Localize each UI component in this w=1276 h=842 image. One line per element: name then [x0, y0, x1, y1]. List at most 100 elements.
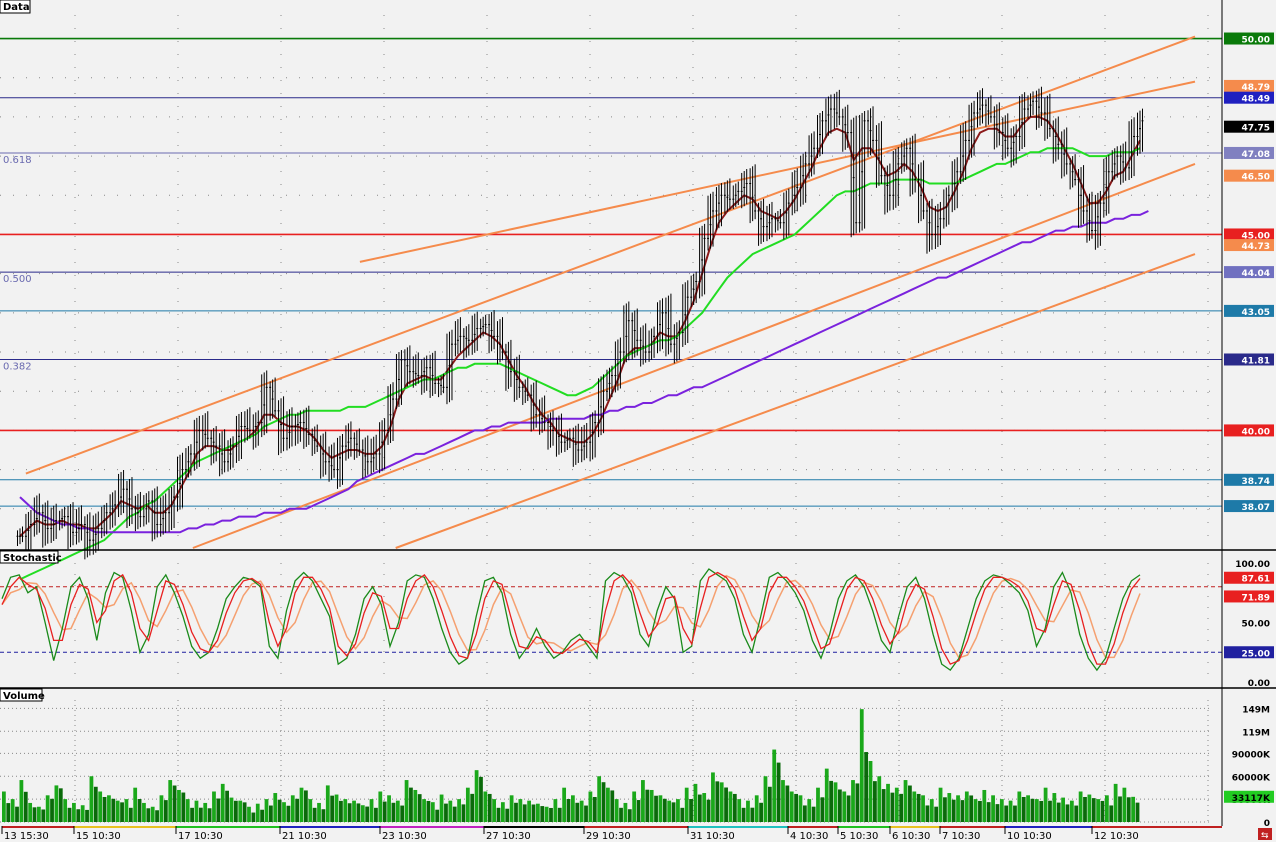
volume-bar [991, 795, 995, 822]
volume-bar [964, 791, 969, 822]
price-label-box [1224, 266, 1274, 279]
volume-bar [290, 795, 295, 822]
volume-bar [417, 794, 422, 822]
volume-bar [938, 787, 943, 822]
volume-bar [1113, 783, 1118, 822]
stochastic-panel: 100.00 50.00 0.00 87.61 71.89 25.00 Stochasti… [0, 550, 1274, 689]
volume-bar [304, 790, 308, 822]
volume-bar [89, 776, 94, 822]
volume-bar [339, 800, 343, 822]
volume-bar [1048, 800, 1052, 822]
volume-bar [496, 807, 501, 822]
volume-bar [693, 783, 698, 822]
volume-bar [951, 799, 956, 822]
volume-bar [1087, 794, 1092, 822]
volume-bar [649, 789, 654, 822]
volume-bar [592, 796, 597, 822]
trend-channel-line[interactable] [395, 253, 1196, 549]
stochastic-k-line [1, 568, 1141, 672]
time-tick-label: 4 10:30 [790, 831, 828, 842]
volume-bar [264, 799, 269, 822]
time-tick-label: 17 10:30 [178, 831, 223, 842]
volume-bar [1118, 796, 1122, 822]
volume-bar [286, 805, 291, 822]
panel-label-box [0, 688, 43, 702]
volume-bar [982, 789, 987, 822]
fib-level-label: 0.618 [3, 155, 32, 166]
volume-bar [155, 810, 159, 822]
volume-bar [63, 799, 68, 822]
volume-bar [1074, 805, 1079, 822]
price-level-label: 43.05 [1242, 308, 1270, 318]
volume-bar [150, 806, 155, 822]
volume-bar [111, 798, 116, 822]
volume-bar [470, 793, 475, 822]
stochastic-d-line [1, 571, 1141, 665]
volume-bar [374, 807, 378, 822]
trend-channel-line[interactable] [25, 35, 1196, 475]
price-panel-label: Data [3, 2, 30, 13]
volume-bar [535, 803, 540, 822]
volume-bar [623, 802, 628, 822]
volume-bar [1096, 799, 1101, 822]
volume-bar [833, 782, 838, 822]
volume-bar [956, 795, 960, 822]
volume-panel-label: Volume [3, 691, 45, 702]
volume-bar [1109, 805, 1114, 822]
volume-bar [1052, 793, 1057, 822]
volume-bar [452, 806, 457, 822]
volume-bar [483, 791, 488, 822]
volume-bar [798, 795, 803, 822]
price-moving-averages [19, 115, 1149, 581]
volume-bar [811, 806, 816, 822]
volume-bar [995, 804, 1000, 822]
volume-bar [1083, 796, 1087, 822]
stochastic-value-box [1224, 590, 1274, 603]
volume-bar [444, 803, 448, 822]
trend-channel-line[interactable] [192, 162, 1196, 549]
price-panel: 0.618 0.500 0.382 50.00 48.79 48.49 47.75 47.0… [0, 0, 1274, 581]
volume-bar [711, 772, 715, 822]
trend-channel-line[interactable] [359, 80, 1196, 263]
volume-bar [317, 802, 321, 822]
time-tick-label: 15 10:30 [76, 831, 121, 842]
volume-tick-label: 0 [1264, 819, 1270, 829]
volume-bar [724, 787, 728, 822]
volume-bar [802, 805, 807, 822]
price-level-label: 50.00 [1242, 36, 1270, 46]
price-level-label: 40.00 [1242, 427, 1270, 437]
volume-bar [255, 803, 260, 822]
volume-bar [1026, 795, 1030, 822]
volume-bar [820, 797, 825, 822]
volume-bar [37, 806, 41, 822]
volume-bar [943, 797, 947, 822]
price-level-label: 47.75 [1242, 124, 1270, 134]
volume-bar [973, 799, 978, 822]
volume-bar [282, 802, 286, 822]
volume-bar [842, 791, 847, 822]
price-level-label: 48.79 [1242, 83, 1270, 93]
volume-bar [759, 802, 763, 822]
price-channel-lines [25, 35, 1196, 549]
volume-bar [855, 783, 860, 822]
volume-bar [614, 799, 619, 822]
volume-bar [107, 795, 111, 822]
volume-bar [1056, 802, 1061, 822]
volume-bar [728, 791, 733, 822]
volume-bar [588, 791, 593, 822]
volume-bar [207, 808, 212, 822]
time-tick-label: 23 10:30 [382, 831, 427, 842]
scroll-button[interactable] [1258, 828, 1272, 840]
volume-bar [1131, 796, 1136, 822]
volume-bar [430, 802, 435, 822]
volume-bar [636, 800, 641, 822]
volume-bar [575, 802, 580, 822]
volume-bar [807, 799, 812, 822]
volume-bar [601, 782, 606, 822]
volume-bar [881, 789, 886, 822]
volume-bar [1135, 802, 1140, 822]
volume-bar [864, 752, 869, 822]
volume-bar [715, 781, 720, 822]
volume-bar [198, 807, 203, 822]
volume-bar [163, 800, 168, 822]
